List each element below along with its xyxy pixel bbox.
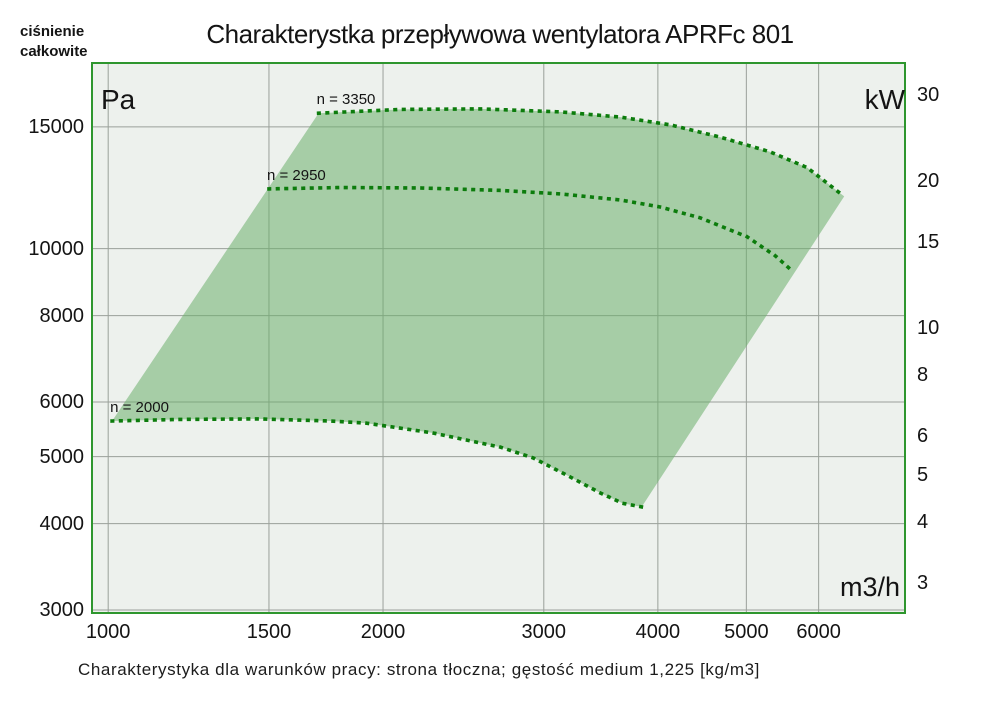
y-right-tick-label: 30 xyxy=(917,84,940,107)
y-left-tick-label: 4000 xyxy=(39,512,85,535)
x-tick-label: 6000 xyxy=(796,621,841,643)
y-left-tick-label: 3000 xyxy=(39,598,85,621)
y-axis-title: ciśnienie całkowite xyxy=(20,22,88,62)
curve-label-3350: n = 3350 xyxy=(316,91,376,109)
x-axis-unit-label: m3/h xyxy=(839,572,900,602)
y-right-tick-label: 10 xyxy=(917,316,940,339)
y-right-tick-label: 5 xyxy=(917,463,929,486)
x-tick-label: 5000 xyxy=(724,621,769,643)
y-right-tick-label: 20 xyxy=(917,169,940,192)
y-right-tick-label: 6 xyxy=(917,424,929,447)
y-left-tick-label: 6000 xyxy=(39,390,85,413)
x-tick-label: 3000 xyxy=(521,621,567,643)
curve-label-2000: n = 2000 xyxy=(110,399,169,417)
operating-region xyxy=(112,108,845,507)
chart-title: Charakterystka przepływowa wentylatora A… xyxy=(206,19,794,49)
y-left-tick-label: 15000 xyxy=(28,115,84,138)
y-right-tick-label: 4 xyxy=(917,510,929,533)
curve-3350 xyxy=(316,107,847,199)
chart-caption: Charakterystyka dla warunków pracy: stro… xyxy=(78,660,761,679)
x-tick-label: 1000 xyxy=(85,621,131,643)
left-axis-unit-label: Pa xyxy=(101,84,136,115)
curve-2000 xyxy=(110,417,644,510)
x-tick-label: 1500 xyxy=(246,621,292,643)
y-left-tick-label: 10000 xyxy=(28,237,84,260)
y-right-tick-label: 15 xyxy=(917,230,940,253)
curve-label-2950: n = 2950 xyxy=(266,166,326,184)
x-tick-label: 4000 xyxy=(635,621,681,643)
y-left-tick-label: 8000 xyxy=(39,304,85,327)
y-axis-title-line1: ciśnienie xyxy=(20,23,85,40)
y-right-tick-label: 8 xyxy=(917,363,929,386)
y-right-tick-label: 3 xyxy=(917,571,929,594)
y-left-tick-label: 5000 xyxy=(39,445,85,468)
x-tick-label: 2000 xyxy=(360,621,406,643)
y-axis-title-line2: całkowite xyxy=(20,43,88,60)
right-axis-unit-label: kW xyxy=(864,84,905,115)
plot-border xyxy=(91,62,906,614)
